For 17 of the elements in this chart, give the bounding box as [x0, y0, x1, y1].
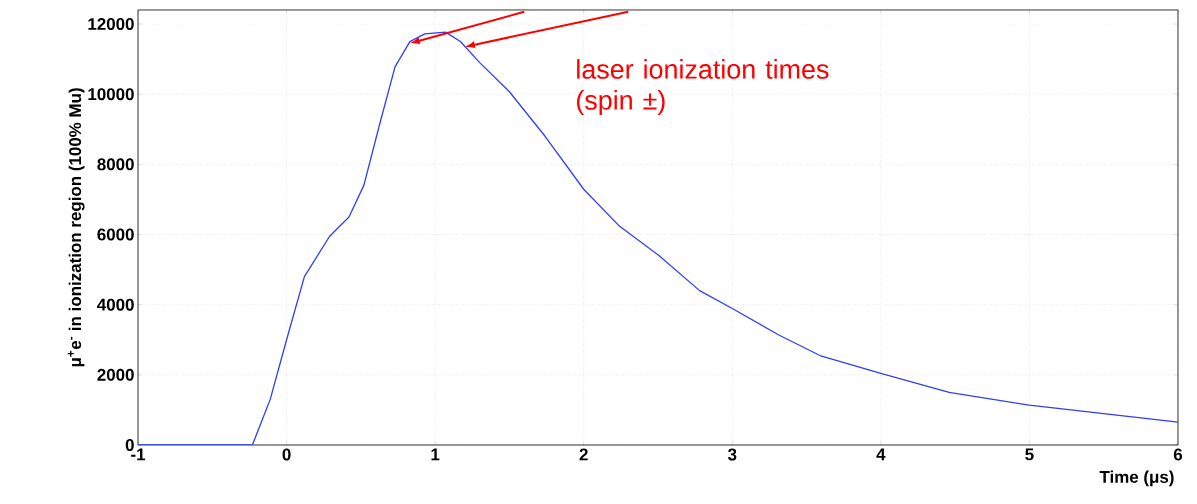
y-tick-label: 8000 — [97, 158, 134, 171]
line-series — [138, 31, 1178, 445]
y-tick-label: 12000 — [88, 18, 134, 31]
y-axis-title: μ$^{+}$e$^{-}$ in ionization region (100% Mu) — [67, 88, 85, 367]
x-tick-label: 3 — [727, 448, 737, 461]
x-tick-label: 2 — [579, 448, 588, 461]
x-axis-title: Time (μs) — [1099, 470, 1174, 487]
y-tick-label: 4000 — [97, 298, 134, 311]
x-tick-label: 0 — [282, 448, 291, 461]
annotation: laser ionization times (spin ±) — [577, 59, 829, 116]
y-tick-label: 10000 — [88, 88, 134, 101]
x-tick-label: 6 — [1173, 448, 1183, 461]
y-tick-label: 6000 — [97, 228, 134, 241]
x-tick-label: 1 — [431, 448, 440, 461]
y-tick-label: 2000 — [97, 368, 134, 381]
x-tick-label: 5 — [1025, 448, 1034, 461]
x-tick-label: 4 — [876, 448, 886, 461]
